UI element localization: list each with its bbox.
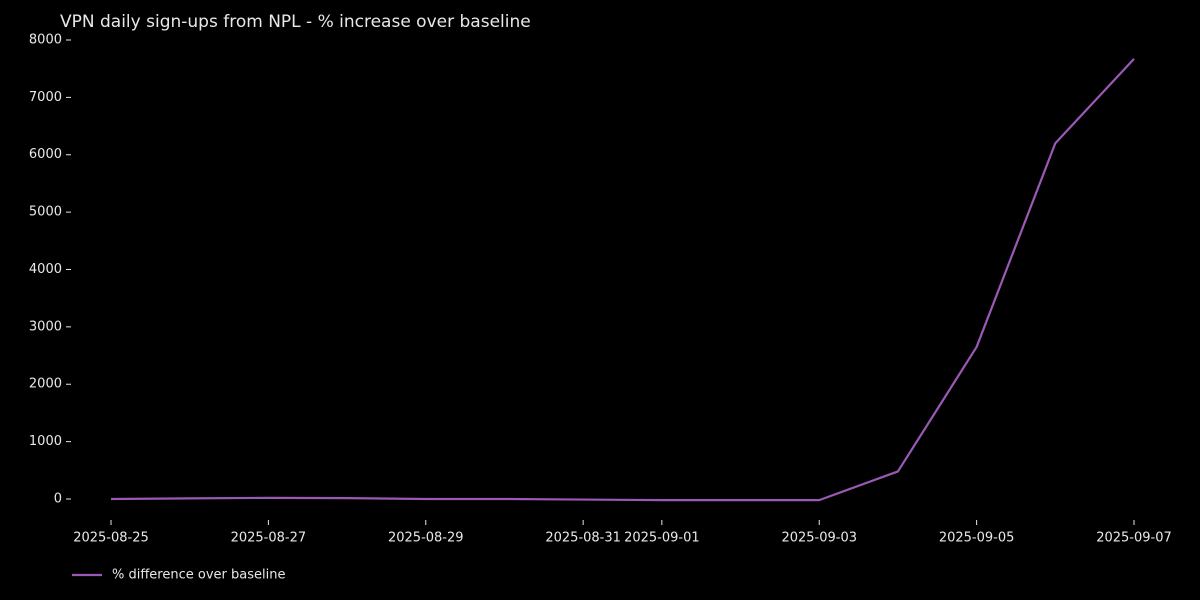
x-tick-label: 2025-09-05 (939, 531, 1015, 546)
data-line (110, 58, 1135, 502)
y-tick-label: 7000 (29, 90, 62, 105)
y-tick-label: 8000 (29, 33, 62, 48)
legend-label: % difference over baseline (112, 568, 285, 583)
y-tick-label: 6000 (29, 147, 62, 162)
chart-title: VPN daily sign-ups from NPL - % increase… (60, 12, 531, 32)
y-tick-label: 4000 (29, 262, 62, 277)
x-tick-label: 2025-09-03 (781, 531, 857, 546)
x-tick-label: 2025-08-31 (545, 531, 621, 546)
y-tick-label: 5000 (29, 205, 62, 220)
x-tick-label: 2025-09-07 (1096, 531, 1172, 546)
y-tick-label: 1000 (29, 434, 62, 449)
y-tick-label: 3000 (29, 319, 62, 334)
x-tick-label: 2025-08-27 (231, 531, 307, 546)
x-tick-label: 2025-09-01 (624, 531, 700, 546)
y-tick-label: 2000 (29, 377, 62, 392)
x-tick-label: 2025-08-29 (388, 531, 464, 546)
y-tick-label: 0 (54, 491, 62, 506)
x-tick-label: 2025-08-25 (73, 531, 149, 546)
